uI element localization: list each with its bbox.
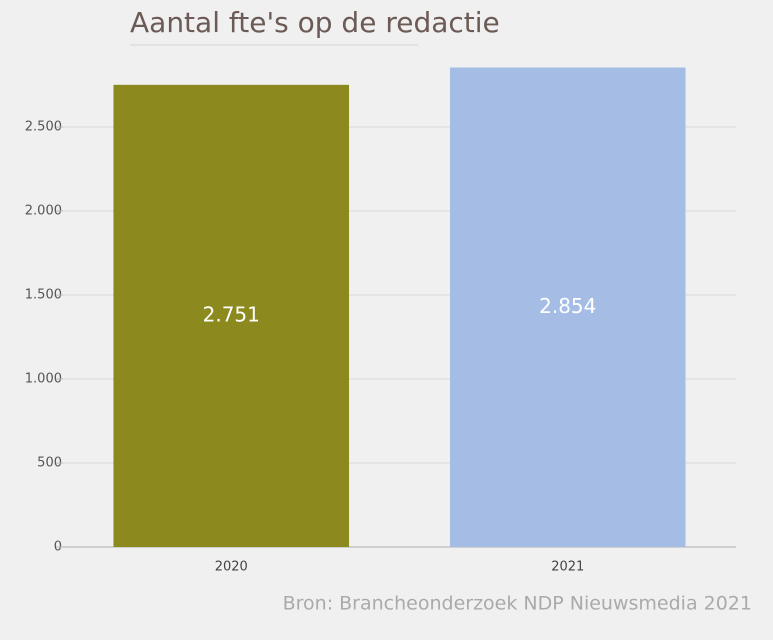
y-tick-label: 1.000: [25, 372, 62, 387]
chart-title: Aantal fte's op de redactie: [130, 6, 500, 39]
y-tick-label: 2.500: [25, 120, 62, 135]
y-tick-label: 1.500: [25, 288, 62, 303]
value-label: 2.751: [203, 302, 260, 326]
x-tick-label: 2020: [215, 560, 248, 575]
bar: [113, 84, 350, 547]
source-note: Bron: Brancheonderzoek NDP Nieuwsmedia 2…: [283, 593, 752, 615]
y-tick-label: 2.000: [25, 204, 62, 219]
x-tick-label: 2021: [551, 560, 584, 575]
bar: [449, 67, 686, 547]
y-tick-label: 500: [37, 456, 62, 471]
value-label: 2.854: [539, 294, 596, 318]
